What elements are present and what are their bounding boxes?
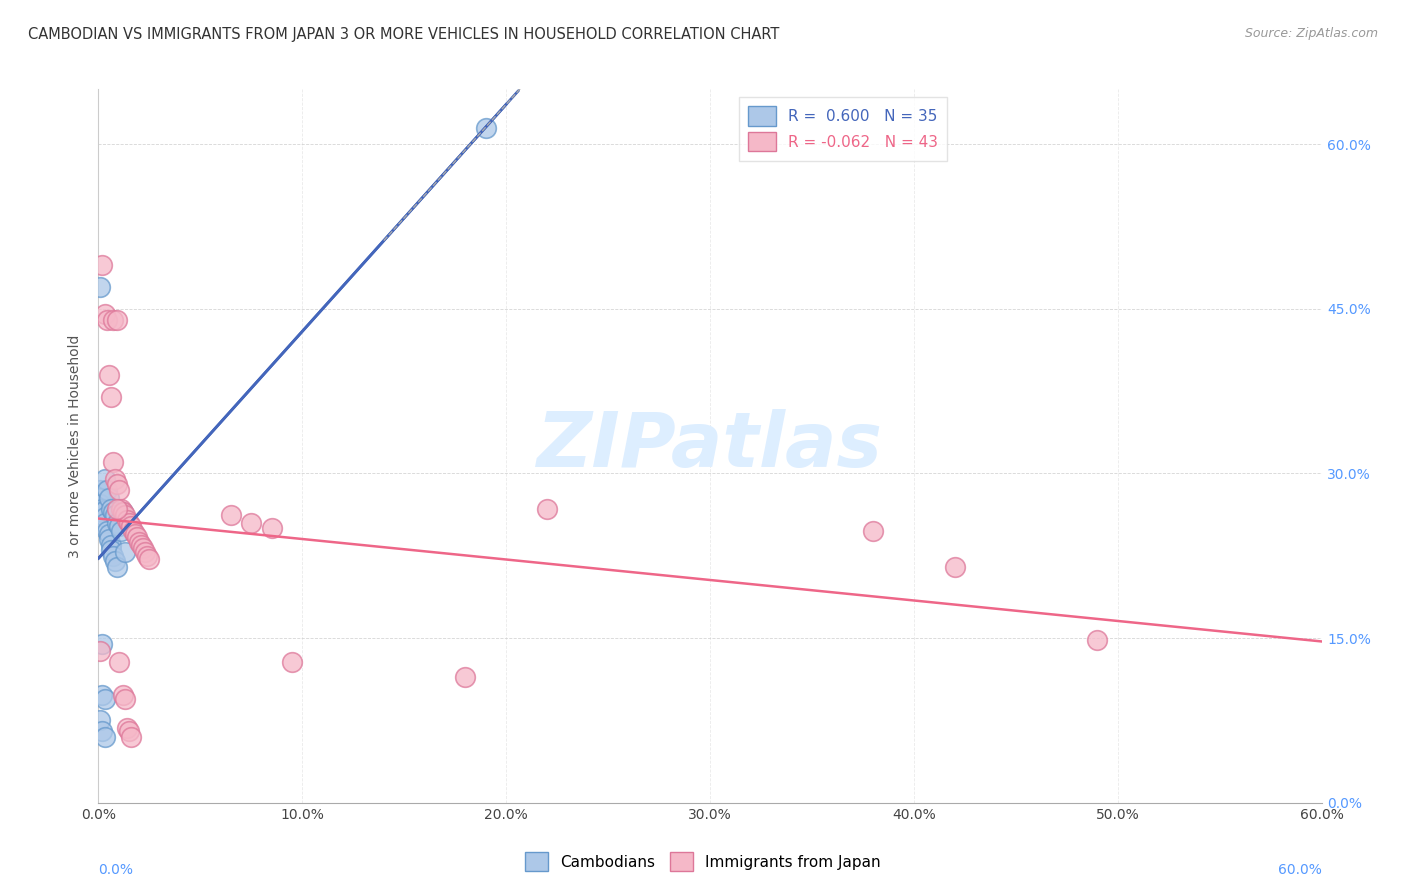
Point bbox=[89, 483, 111, 497]
Point bbox=[101, 312, 124, 326]
Point bbox=[89, 491, 111, 505]
Point bbox=[129, 538, 152, 552]
Point bbox=[100, 390, 122, 404]
Point bbox=[536, 501, 558, 516]
Point bbox=[105, 501, 128, 516]
Point bbox=[943, 559, 966, 574]
Point bbox=[219, 508, 242, 523]
Point bbox=[111, 505, 134, 519]
Point bbox=[93, 730, 115, 744]
Point bbox=[93, 691, 115, 706]
Point bbox=[120, 730, 142, 744]
Point bbox=[89, 497, 111, 511]
Text: ZIPatlas: ZIPatlas bbox=[537, 409, 883, 483]
Legend: R =  0.600   N = 35, R = -0.062   N = 43: R = 0.600 N = 35, R = -0.062 N = 43 bbox=[740, 97, 948, 161]
Point bbox=[115, 721, 138, 735]
Point bbox=[105, 477, 128, 491]
Text: CAMBODIAN VS IMMIGRANTS FROM JAPAN 3 OR MORE VEHICLES IN HOUSEHOLD CORRELATION C: CAMBODIAN VS IMMIGRANTS FROM JAPAN 3 OR … bbox=[28, 27, 779, 42]
Point bbox=[100, 501, 122, 516]
Point bbox=[454, 669, 477, 683]
Point bbox=[862, 524, 884, 538]
Text: 60.0%: 60.0% bbox=[1278, 863, 1322, 877]
Point bbox=[91, 688, 114, 702]
Point bbox=[93, 502, 115, 516]
Point bbox=[105, 559, 128, 574]
Point bbox=[132, 541, 155, 555]
Point bbox=[136, 549, 159, 563]
Point bbox=[110, 524, 132, 538]
Point bbox=[97, 526, 120, 541]
Point bbox=[93, 307, 115, 321]
Point bbox=[105, 312, 128, 326]
Point bbox=[260, 521, 283, 535]
Point bbox=[281, 655, 304, 669]
Point bbox=[127, 530, 149, 544]
Point bbox=[120, 519, 142, 533]
Point bbox=[101, 549, 124, 563]
Point bbox=[108, 519, 131, 533]
Point bbox=[96, 483, 118, 497]
Point bbox=[91, 724, 114, 739]
Point bbox=[93, 516, 115, 530]
Point bbox=[97, 491, 120, 505]
Point bbox=[100, 543, 122, 558]
Point bbox=[101, 455, 124, 469]
Point bbox=[124, 526, 146, 541]
Text: Source: ZipAtlas.com: Source: ZipAtlas.com bbox=[1244, 27, 1378, 40]
Point bbox=[114, 691, 136, 706]
Point bbox=[97, 368, 120, 382]
Point bbox=[101, 505, 124, 519]
Point bbox=[108, 655, 131, 669]
Point bbox=[91, 505, 114, 519]
Point bbox=[91, 637, 114, 651]
Point bbox=[115, 512, 138, 526]
Point bbox=[111, 505, 134, 519]
Point bbox=[97, 533, 120, 547]
Point bbox=[240, 516, 263, 530]
Point bbox=[110, 501, 132, 516]
Point bbox=[128, 534, 150, 549]
Text: 0.0%: 0.0% bbox=[98, 863, 134, 877]
Point bbox=[96, 524, 118, 538]
Point bbox=[91, 501, 114, 516]
Point bbox=[104, 472, 127, 486]
Point bbox=[122, 524, 145, 538]
Point bbox=[104, 554, 127, 568]
Point bbox=[93, 472, 115, 486]
Point bbox=[108, 483, 131, 497]
Point bbox=[118, 516, 141, 530]
Point bbox=[111, 688, 134, 702]
Point bbox=[118, 724, 141, 739]
Point bbox=[104, 508, 127, 523]
Point bbox=[474, 120, 498, 135]
Point bbox=[93, 510, 115, 524]
Point bbox=[89, 280, 111, 294]
Point bbox=[91, 258, 114, 272]
Point bbox=[114, 545, 136, 559]
Point bbox=[89, 644, 111, 658]
Point bbox=[134, 545, 156, 559]
Point bbox=[89, 714, 111, 728]
Point bbox=[96, 312, 118, 326]
Point bbox=[100, 538, 122, 552]
Point bbox=[1085, 633, 1108, 648]
Point bbox=[114, 508, 136, 523]
Point bbox=[105, 516, 128, 530]
Point bbox=[138, 552, 160, 566]
Y-axis label: 3 or more Vehicles in Household: 3 or more Vehicles in Household bbox=[69, 334, 83, 558]
Legend: Cambodians, Immigrants from Japan: Cambodians, Immigrants from Japan bbox=[519, 847, 887, 877]
